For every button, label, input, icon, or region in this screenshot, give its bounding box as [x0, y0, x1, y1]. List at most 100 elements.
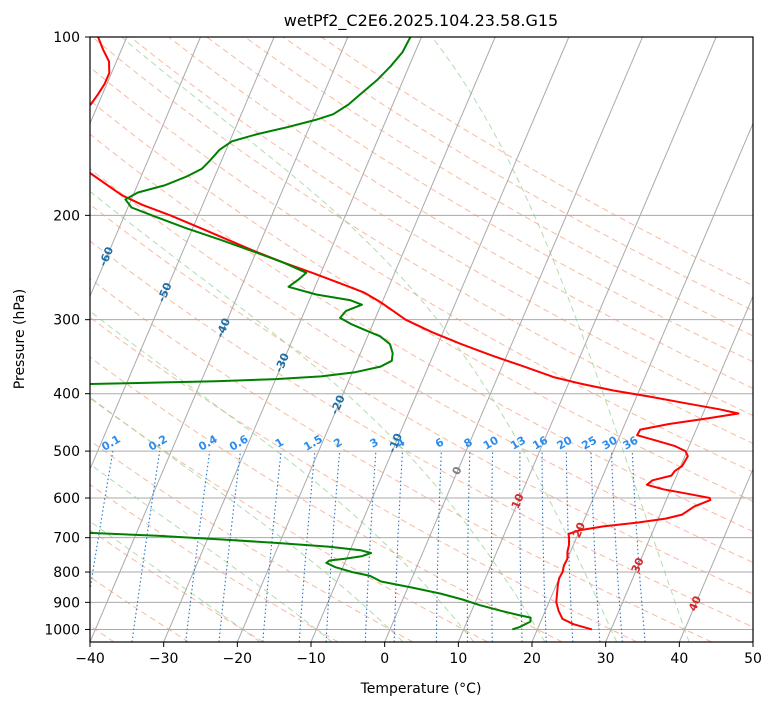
x-tick-label: 0	[380, 651, 389, 667]
plot-frame	[89, 36, 754, 643]
mixing-ratio-line	[185, 451, 211, 642]
grid-lines	[90, 37, 753, 642]
mixing-ratio-label: 0.6	[227, 432, 251, 453]
plot-area: -100-90-80-70-60-50-40-30-20-10010203040…	[0, 37, 753, 642]
isotherm-line	[384, 37, 643, 642]
y-tick-label: 100	[53, 30, 80, 46]
mixing-ratio-line	[131, 451, 161, 642]
x-tick-label: −30	[149, 651, 179, 667]
y-tick-label: 200	[53, 208, 80, 224]
dry-adiabat	[91, 37, 753, 445]
dry-adiabat	[130, 37, 753, 417]
x-tick-label: −20	[223, 651, 253, 667]
mixing-ratio-line	[631, 451, 646, 642]
mixing-ratio-line	[90, 451, 114, 594]
x-tick-label: −10	[296, 651, 326, 667]
x-tick-label: 20	[523, 651, 541, 667]
mixing-ratio-line	[490, 451, 494, 642]
isotherm-line	[531, 122, 753, 642]
x-tick-label: −40	[75, 651, 105, 667]
x-tick-label: 30	[597, 651, 615, 667]
y-tick-label: 1000	[44, 622, 80, 638]
dry-adiabat	[90, 356, 563, 642]
mixing-ratio-line	[298, 451, 316, 642]
dry-adiabat	[90, 316, 638, 642]
mixing-ratio-line	[218, 451, 242, 642]
mixing-ratio-line	[519, 451, 523, 642]
isotherm-label: -50	[155, 280, 175, 304]
moist-adiabat	[90, 190, 546, 642]
y-tick-label: 800	[53, 565, 80, 581]
y-tick-label: 600	[53, 491, 80, 507]
mixing-ratio-label: 10	[481, 433, 501, 452]
isotherm-line	[90, 37, 349, 642]
isotherm-line	[605, 295, 753, 642]
mixing-ratio-lines	[90, 451, 646, 642]
mixing-ratio-label: 30	[600, 433, 620, 452]
mixing-ratio-label: 20	[555, 433, 575, 452]
dry-adiabat	[90, 278, 712, 642]
x-axis: −40 −30 −20 −10 0 10 20 30 40 50	[75, 642, 762, 667]
moist-adiabat	[431, 37, 690, 642]
isotherm-line	[310, 37, 570, 642]
mixing-ratio-label: 0.2	[146, 433, 169, 454]
dry-adiabat	[90, 483, 339, 642]
y-tick-label: 400	[53, 387, 80, 403]
moist-adiabat	[90, 310, 475, 642]
mixing-ratio-label: 16	[530, 433, 550, 452]
mixing-ratio-label: 3	[368, 436, 381, 451]
mixing-ratio-line	[435, 451, 442, 642]
mixing-ratio-line	[466, 451, 471, 642]
x-tick-label: 50	[744, 651, 762, 667]
mixing-ratio-label: 2	[331, 436, 344, 451]
x-axis-label: Temperature (°C)	[360, 681, 482, 697]
dewpoint-line	[90, 37, 532, 631]
dry-adiabats	[90, 37, 753, 642]
isotherm-label: -80	[0, 169, 1, 193]
moist-adiabat	[90, 520, 261, 642]
dry-adiabat	[90, 440, 414, 642]
mixing-ratio-label: 6	[433, 435, 446, 450]
moist-adiabat	[121, 37, 618, 642]
y-tick-label: 700	[53, 531, 80, 547]
isotherm-label: 40	[686, 594, 704, 613]
isotherm-line	[236, 37, 496, 642]
dry-adiabat	[282, 37, 753, 312]
mixing-ratio-line	[590, 451, 601, 642]
moist-adiabats	[90, 37, 690, 642]
dry-adiabat	[168, 37, 753, 389]
isotherm-label: 20	[570, 520, 588, 539]
y-tick-label: 300	[53, 313, 80, 329]
isotherm-line	[90, 37, 275, 471]
mixing-ratio-label: 8	[462, 436, 475, 451]
isotherm-line	[163, 37, 422, 642]
isotherm-line	[90, 37, 201, 298]
dry-adiabat	[90, 203, 753, 595]
mixing-ratio-label: 1	[273, 436, 286, 451]
dry-adiabat	[90, 397, 488, 642]
mixing-ratio-labels: 0.1 0.2 0.4 0.6 1 1.5 2 3 4 6 8 10 13 16 20 25 30 36	[99, 432, 640, 453]
isotherm-line	[678, 467, 753, 642]
y-tick-label: 900	[53, 595, 80, 611]
dry-adiabat	[90, 99, 753, 502]
dry-adiabat	[90, 529, 264, 642]
y-tick-label: 500	[53, 444, 80, 460]
isotherm-label: 10	[509, 491, 527, 510]
profile-series	[90, 37, 740, 631]
isotherm-line	[457, 37, 717, 642]
temperature-line	[90, 37, 740, 631]
mixing-ratio-line	[364, 451, 377, 642]
isotherm-label: 30	[629, 555, 647, 574]
x-tick-label: 40	[670, 651, 688, 667]
moist-adiabat	[90, 396, 404, 642]
dry-adiabat	[90, 576, 190, 642]
dry-adiabat	[90, 240, 753, 628]
isotherm-label: -30	[272, 351, 292, 375]
mixing-ratio-line	[610, 451, 623, 642]
isotherm-label: -20	[328, 393, 348, 417]
moist-adiabat	[90, 463, 333, 642]
chart-title: wetPf2_C2E6.2025.104.23.58.G15	[284, 11, 558, 31]
mixing-ratio-line	[262, 451, 282, 642]
y-axis: 100 200 300 400 500 600 700 800 900 1000	[44, 30, 90, 638]
